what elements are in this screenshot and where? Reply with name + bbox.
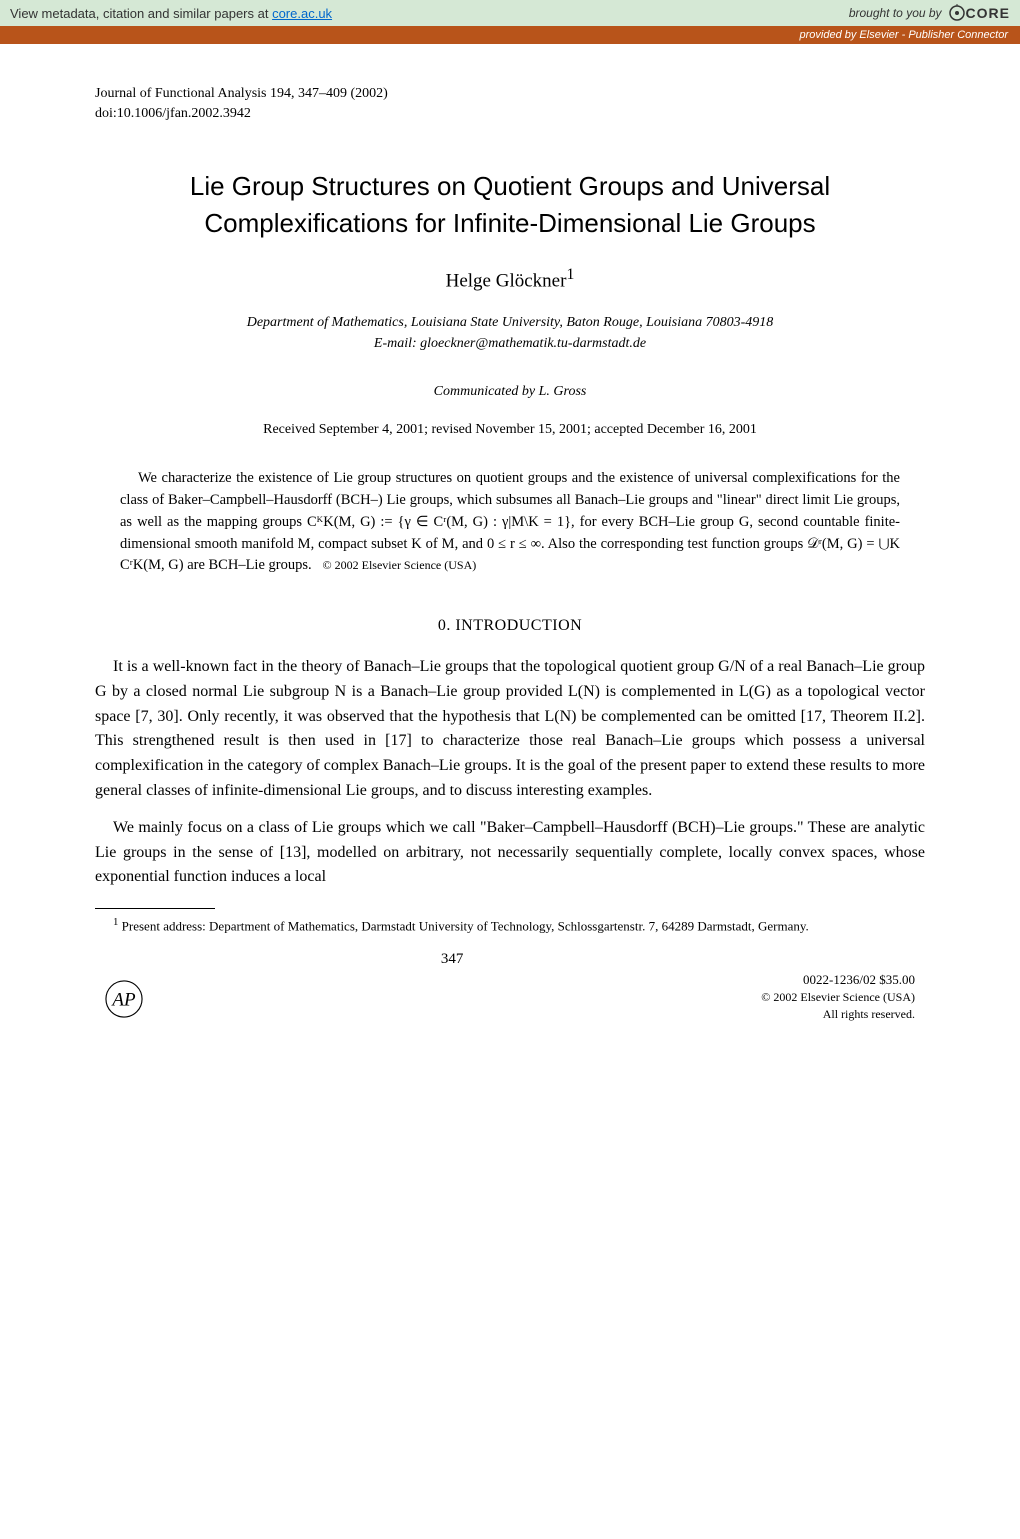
affiliation: Department of Mathematics, Louisiana Sta… <box>95 312 925 354</box>
communicated-by: Communicated by L. Gross <box>95 384 925 400</box>
core-icon <box>948 4 966 22</box>
abstract: We characterize the existence of Lie gro… <box>120 468 900 577</box>
copyright-line2: All rights reserved. <box>761 1006 915 1023</box>
affiliation-email: E-mail: gloeckner@mathematik.tu-darmstad… <box>95 333 925 354</box>
title-line1: Lie Group Structures on Quotient Groups … <box>190 171 830 201</box>
page-content: Journal of Functional Analysis 194, 347–… <box>0 44 1020 1053</box>
core-label: CORE <box>966 5 1010 21</box>
provider-text: provided by Elsevier - Publisher Connect… <box>800 29 1009 41</box>
issn: 0022-1236/02 $35.00 <box>761 971 915 989</box>
paper-title: Lie Group Structures on Quotient Groups … <box>95 168 925 241</box>
svg-text:AP: AP <box>110 989 136 1010</box>
author: Helge Glöckner1 <box>95 266 925 292</box>
footnote-marker: 1 <box>113 916 118 928</box>
intro-p1: It is a well-known fact in the theory of… <box>95 655 925 804</box>
dates: Received September 4, 2001; revised Nove… <box>95 422 925 438</box>
page-footer: AP 347 0022-1236/02 $35.00 © 2002 Elsevi… <box>95 951 925 1023</box>
intro-p2: We mainly focus on a class of Lie groups… <box>95 816 925 890</box>
core-logo[interactable]: CORE <box>948 4 1010 22</box>
footnote-text: Present address: Department of Mathemati… <box>122 919 809 934</box>
copyright-line1: © 2002 Elsevier Science (USA) <box>761 989 915 1006</box>
footnote-rule <box>95 908 215 909</box>
journal-line1: Journal of Functional Analysis 194, 347–… <box>95 84 925 104</box>
abstract-text: We characterize the existence of Lie gro… <box>120 470 900 573</box>
brought-by: brought to you by <box>849 6 942 20</box>
title-line2: Complexifications for Infinite-Dimension… <box>204 208 815 238</box>
publisher-logo: AP <box>105 980 143 1023</box>
author-sup: 1 <box>566 266 574 283</box>
banner-left: View metadata, citation and similar pape… <box>10 6 332 21</box>
banner-text: View metadata, citation and similar pape… <box>10 6 272 21</box>
affiliation-dept: Department of Mathematics, Louisiana Sta… <box>95 312 925 333</box>
journal-doi: doi:10.1006/jfan.2002.3942 <box>95 104 925 124</box>
section-heading: 0. INTRODUCTION <box>95 617 925 635</box>
footer-copyright: 0022-1236/02 $35.00 © 2002 Elsevier Scie… <box>761 971 915 1023</box>
page-number: 347 <box>143 951 761 968</box>
provider-banner: provided by Elsevier - Publisher Connect… <box>0 26 1020 44</box>
abstract-copyright: © 2002 Elsevier Science (USA) <box>323 558 477 572</box>
author-name: Helge Glöckner <box>446 270 567 291</box>
banner-right: brought to you by CORE <box>849 4 1010 22</box>
ap-logo-icon: AP <box>105 980 143 1018</box>
journal-info: Journal of Functional Analysis 194, 347–… <box>95 84 925 123</box>
core-link[interactable]: core.ac.uk <box>272 6 332 21</box>
footnote: 1 Present address: Department of Mathema… <box>95 915 925 936</box>
metadata-banner: View metadata, citation and similar pape… <box>0 0 1020 26</box>
